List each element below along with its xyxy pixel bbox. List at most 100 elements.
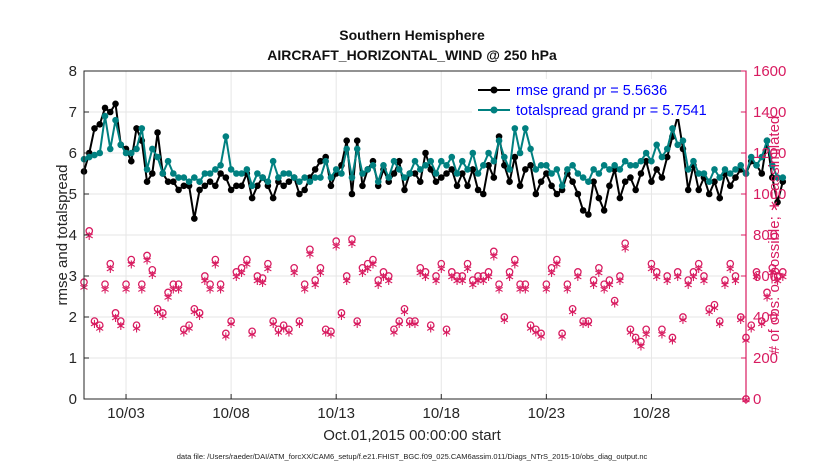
obs-assimilated-marker: ∗ (572, 270, 583, 285)
rmse-point (201, 182, 209, 190)
obs-assimilated-marker: ∗ (551, 258, 562, 273)
obs-assimilated-marker: ∗ (525, 321, 536, 336)
obs-possible-marker (684, 276, 693, 284)
obs-assimilated-marker: ∗ (394, 317, 405, 332)
left-tick-label: 3 (69, 268, 77, 285)
obs-assimilated-marker: ∗ (583, 317, 594, 332)
obs-assimilated-marker: ∗ (772, 274, 783, 289)
totalspread-point (516, 149, 524, 157)
left-tick-label: 0 (69, 391, 77, 408)
obs-possible-marker (505, 268, 514, 276)
rmse-point (711, 178, 718, 185)
rmse-point (196, 186, 203, 194)
obs-assimilated-marker: ∗ (84, 229, 95, 244)
totalspread-point (127, 149, 135, 157)
totalspread-point (495, 137, 503, 144)
totalspread-point (427, 157, 435, 165)
obs-assimilated-marker: ∗ (473, 274, 484, 289)
totalspread-point (180, 174, 188, 181)
rmse-point (695, 186, 703, 194)
obs-possible-marker (127, 255, 136, 264)
obs-assimilated-marker: ∗ (231, 270, 242, 285)
rmse-point (395, 157, 403, 165)
obs-assimilated-marker: ∗ (641, 327, 652, 342)
totalspread-point (327, 174, 335, 181)
obs-possible-marker (658, 325, 666, 334)
obs-possible-marker (185, 321, 193, 330)
totalspread-point (553, 166, 561, 173)
obs-assimilated-marker: ∗ (257, 276, 268, 291)
totalspread-point (774, 174, 781, 181)
totalspread-point (112, 116, 119, 124)
obs-possible-marker (453, 272, 461, 280)
rmse-point (585, 211, 592, 218)
totalspread-point (280, 170, 287, 177)
obs-possible-marker (474, 272, 482, 280)
obs-possible-marker (264, 259, 272, 268)
rmse-point (143, 178, 151, 185)
obs-assimilated-marker: ∗ (562, 282, 573, 297)
obs-possible-marker (778, 268, 787, 276)
rmse-point (485, 162, 492, 169)
totalspread-point (196, 178, 203, 185)
obs-assimilated-marker: ∗ (105, 262, 116, 277)
totalspread-point (227, 166, 235, 173)
obs-assimilated-marker: ∗ (735, 313, 746, 328)
obs-assimilated-marker: ∗ (346, 237, 357, 252)
totalspread-point (222, 133, 230, 140)
totalspread-point (159, 170, 167, 177)
rmse-point (327, 182, 335, 190)
obs-assimilated-marker: ∗ (420, 270, 431, 285)
obs-possible-marker (763, 288, 771, 297)
obs-assimilated-marker: ∗ (304, 247, 315, 262)
rmse-point (569, 178, 576, 185)
left-tick-label: 2 (69, 309, 77, 326)
rmse-point (490, 174, 498, 181)
legend-totalspread-marker (490, 106, 498, 114)
obs-possible-marker (752, 268, 761, 276)
obs-assimilated-marker: ∗ (362, 262, 373, 277)
obs-assimilated-marker: ∗ (325, 327, 336, 342)
totalspread-point (212, 166, 219, 173)
obs-assimilated-marker: ∗ (467, 278, 478, 293)
obs-possible-marker (484, 268, 493, 276)
obs-assimilated-marker: ∗ (536, 329, 547, 344)
obs-assimilated-marker: ∗ (378, 270, 389, 285)
totalspread-point (233, 170, 240, 177)
rmse-point (164, 178, 172, 185)
obs-assimilated-marker: ∗ (651, 270, 662, 285)
obs-possible-marker (395, 317, 404, 325)
rmse-point (212, 182, 219, 190)
rmse-point (506, 178, 513, 185)
obs-assimilated-marker: ∗ (163, 291, 174, 306)
obs-possible-marker (516, 280, 524, 289)
obs-assimilated-marker: ∗ (509, 258, 520, 273)
right-tick-label: 400 (753, 309, 778, 326)
obs-assimilated-marker: ∗ (89, 317, 100, 332)
obs-assimilated-marker: ∗ (410, 317, 421, 332)
rmse-point (106, 108, 114, 116)
obs-assimilated-marker: ∗ (730, 274, 741, 289)
obs-assimilated-marker: ∗ (126, 258, 137, 273)
obs-possible-marker (526, 321, 535, 330)
totalspread-point (700, 170, 708, 177)
totalspread-point (359, 170, 366, 177)
obs-possible-marker (164, 288, 172, 297)
obs-assimilated-marker: ∗ (136, 282, 147, 297)
obs-possible-marker (647, 259, 656, 268)
rmse-point (548, 182, 555, 190)
left-tick-label: 1 (69, 350, 77, 367)
rmse-point (285, 178, 293, 185)
totalspread-point (206, 170, 214, 177)
rmse-point (175, 186, 182, 194)
obs-possible-marker (489, 247, 498, 256)
obs-assimilated-marker: ∗ (315, 266, 326, 281)
obs-assimilated-marker: ∗ (415, 266, 426, 281)
totalspread-point (711, 166, 718, 173)
obs-assimilated-marker: ∗ (714, 317, 725, 332)
obs-assimilated-marker: ∗ (310, 278, 321, 293)
rmse-point (663, 153, 671, 161)
obs-possible-marker (190, 304, 199, 313)
totalspread-point (616, 166, 624, 173)
obs-assimilated-marker: ∗ (142, 254, 153, 269)
